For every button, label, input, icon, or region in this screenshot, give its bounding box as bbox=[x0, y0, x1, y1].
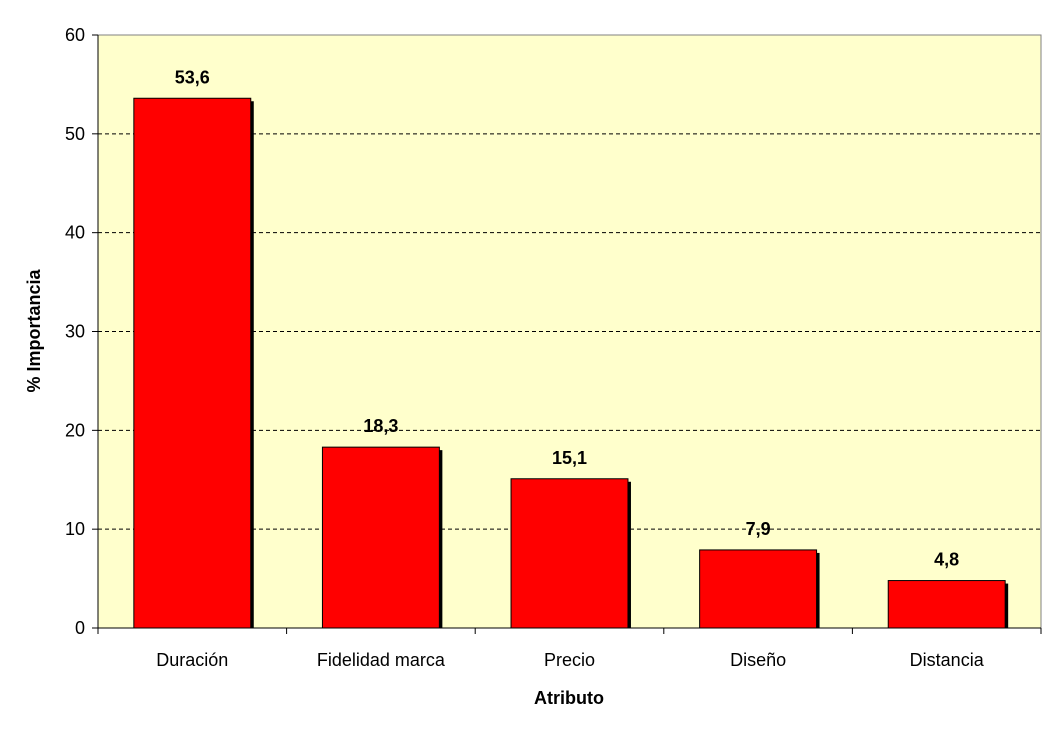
y-tick-labels: 0 10 20 30 40 50 60 bbox=[65, 25, 85, 638]
x-tick-label: Precio bbox=[544, 650, 595, 670]
x-tick-label: Duración bbox=[156, 650, 228, 670]
x-tick-label: Diseño bbox=[730, 650, 786, 670]
data-label: 53,6 bbox=[175, 67, 210, 87]
x-tick-label: Distancia bbox=[910, 650, 985, 670]
data-label: 7,9 bbox=[746, 519, 771, 539]
gridlines bbox=[98, 133, 1041, 530]
bar bbox=[321, 446, 440, 629]
x-tick-labels: Duración Fidelidad marca Precio Diseño Dista… bbox=[156, 650, 984, 670]
y-tick-label: 10 bbox=[65, 519, 85, 539]
data-label: 15,1 bbox=[552, 448, 587, 468]
y-tick-label: 20 bbox=[65, 420, 85, 440]
y-tick-label: 0 bbox=[75, 618, 85, 638]
axes bbox=[92, 34, 1042, 634]
data-label: 18,3 bbox=[363, 416, 398, 436]
y-axis-title: % Importancia bbox=[24, 268, 44, 392]
y-tick-label: 50 bbox=[65, 124, 85, 144]
y-tick-label: 40 bbox=[65, 223, 85, 243]
bars bbox=[133, 97, 1009, 629]
data-label: 4,8 bbox=[934, 550, 959, 570]
x-tick-label: Fidelidad marca bbox=[317, 650, 446, 670]
x-axis-title: Atributo bbox=[534, 688, 604, 708]
data-labels: 53,6 18,3 15,1 7,9 4,8 bbox=[175, 67, 959, 569]
bar bbox=[133, 97, 252, 629]
y-tick-label: 30 bbox=[65, 322, 85, 342]
bar bbox=[510, 478, 629, 629]
bar bbox=[699, 549, 818, 629]
y-tick-label: 60 bbox=[65, 25, 85, 45]
bar bbox=[887, 580, 1006, 629]
